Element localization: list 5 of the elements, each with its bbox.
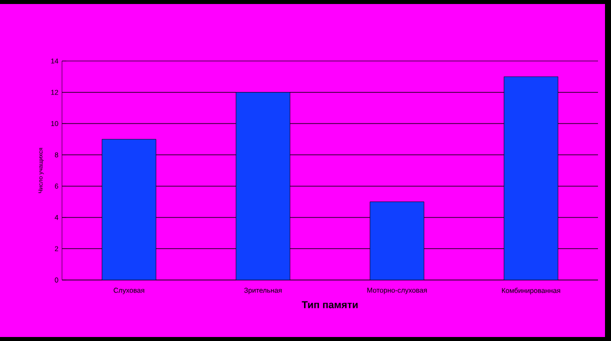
bar bbox=[102, 139, 156, 280]
bar bbox=[236, 92, 290, 280]
x-axis-title: Тип памяти bbox=[302, 301, 358, 308]
bar bbox=[504, 76, 558, 280]
bar bbox=[370, 202, 424, 280]
